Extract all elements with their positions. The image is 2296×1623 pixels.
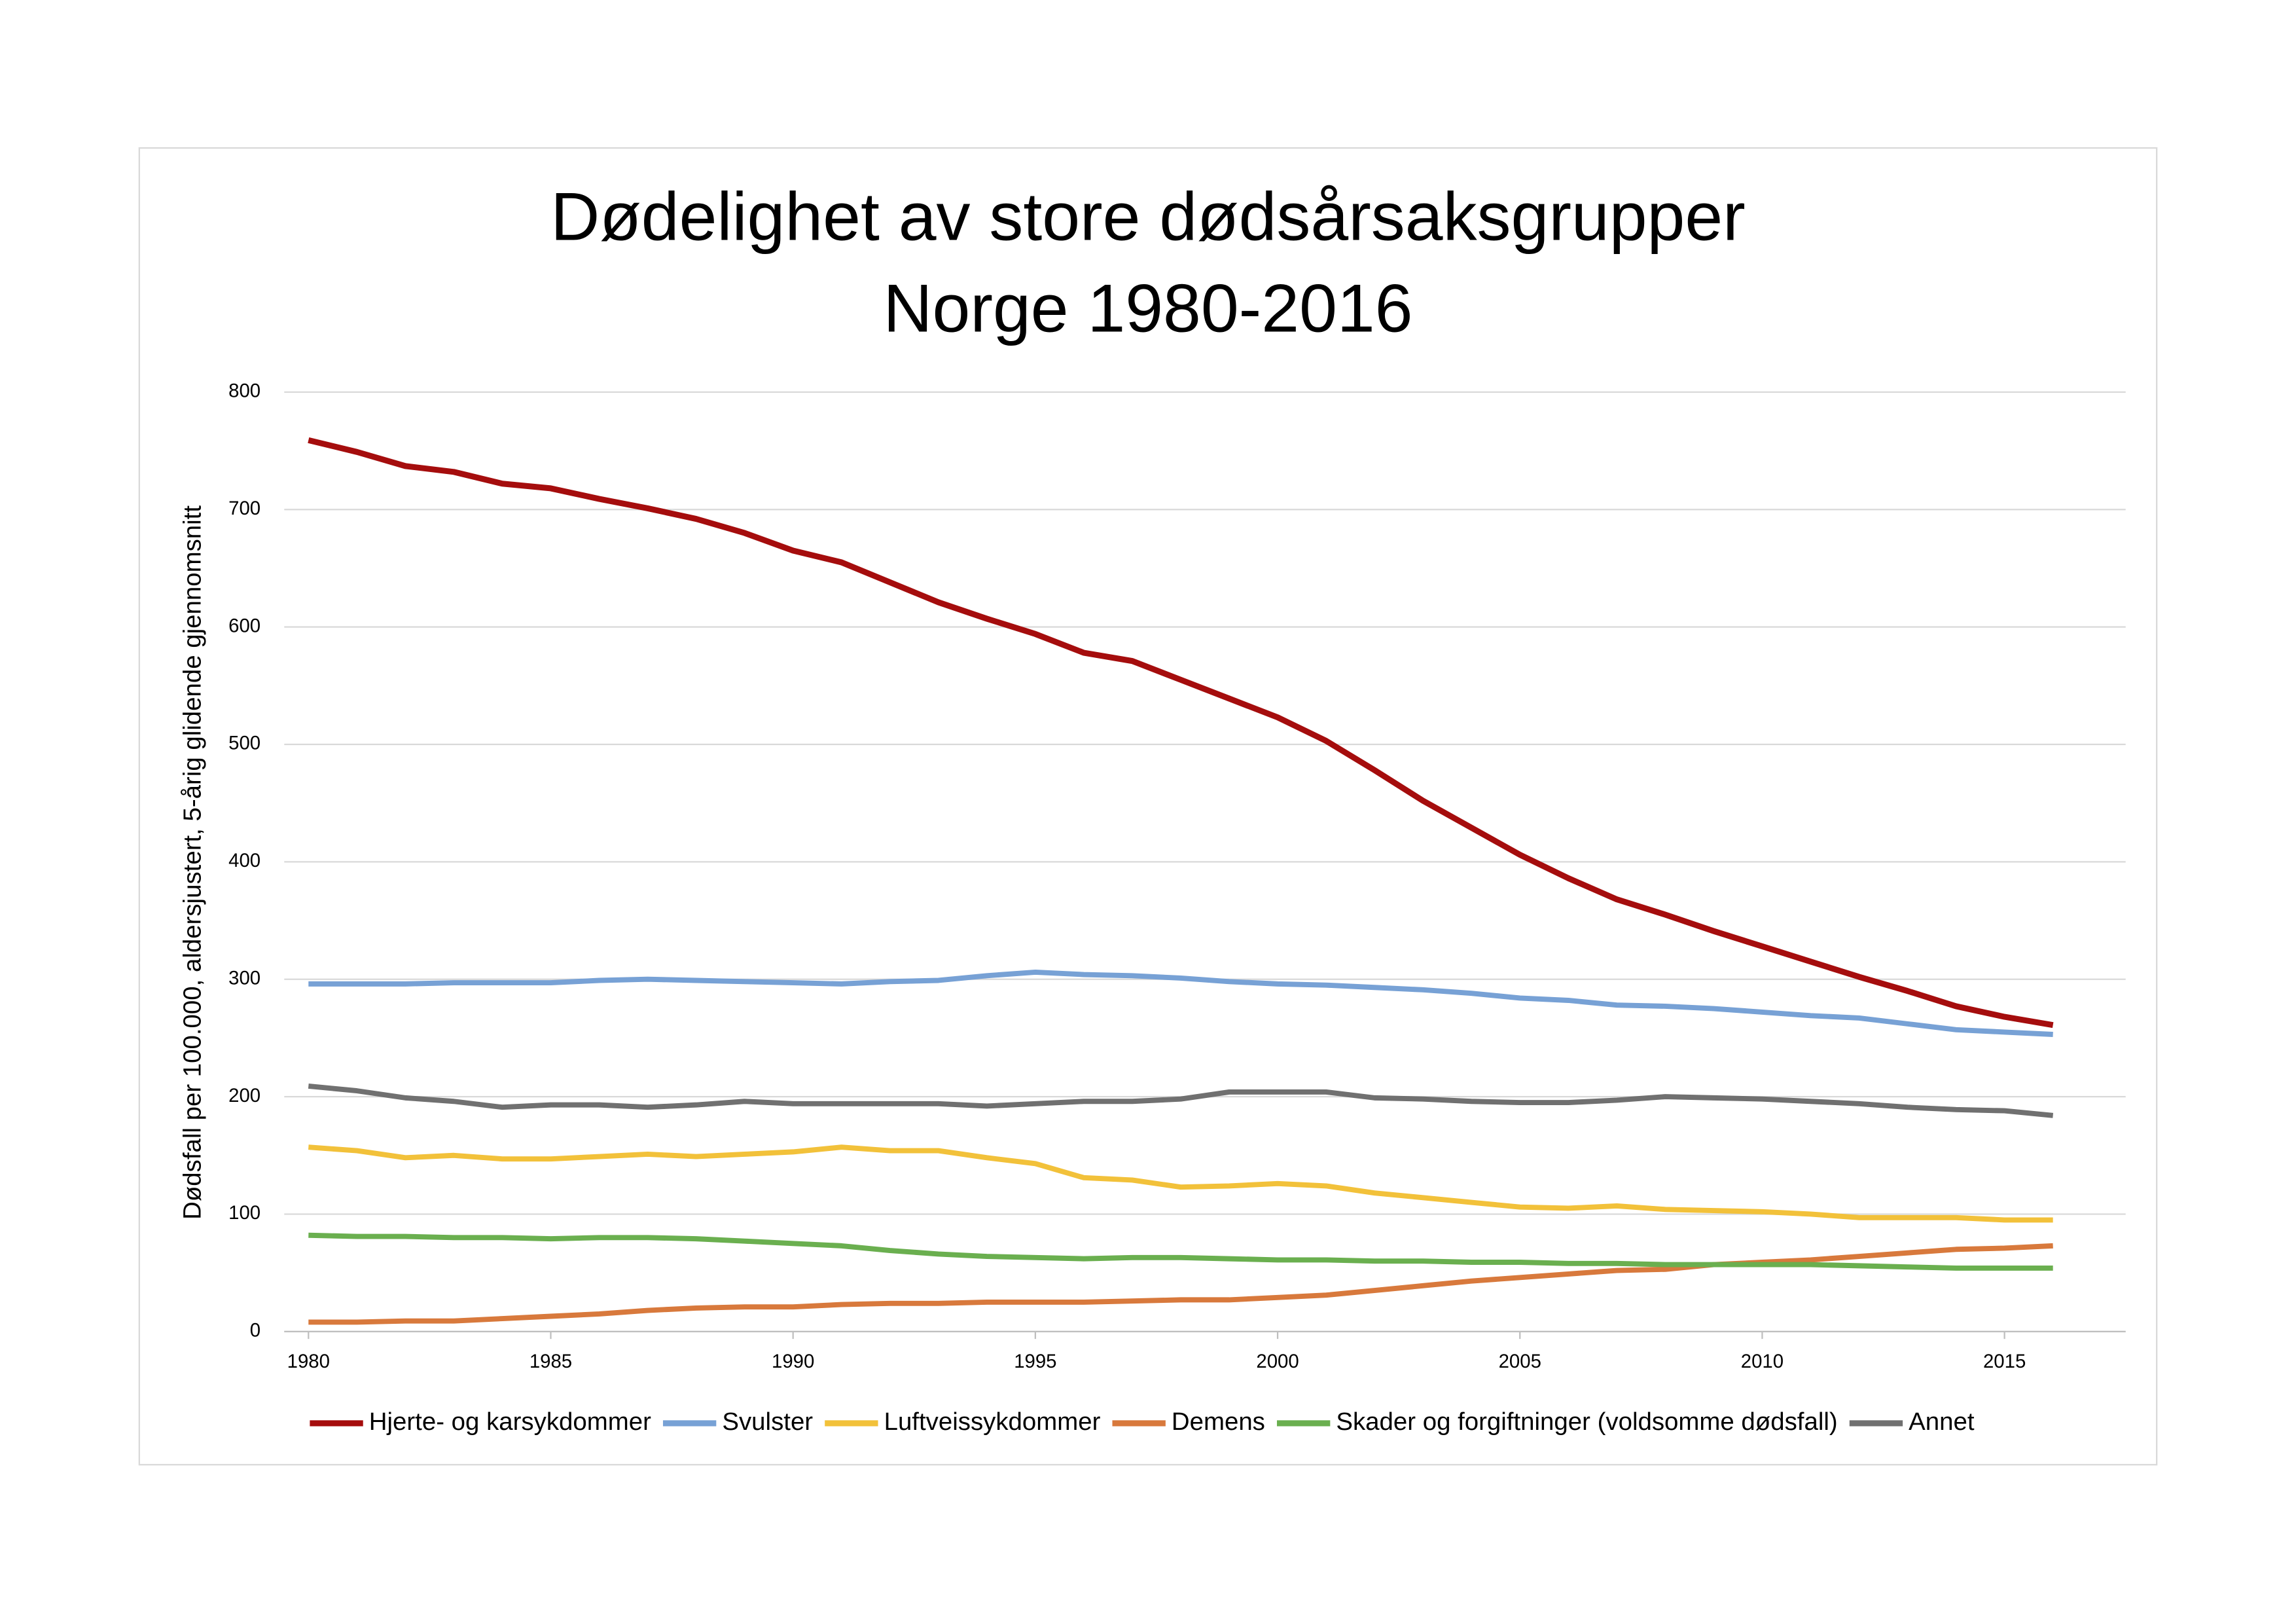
x-tick-label: 1985 bbox=[529, 1351, 572, 1372]
x-tick-label: 2000 bbox=[1256, 1351, 1299, 1372]
chart-subtitle: Norge 1980-2016 bbox=[883, 271, 1412, 347]
legend-label: Skader og forgiftninger (voldsomme dødsf… bbox=[1336, 1408, 1837, 1436]
legend-label: Hjerte- og karsykdommer bbox=[369, 1408, 651, 1436]
x-tick-label: 1990 bbox=[772, 1351, 814, 1372]
y-tick-label: 600 bbox=[228, 615, 260, 636]
legend: Hjerte- og karsykdommer Svulster Luftveiss… bbox=[310, 1408, 1975, 1436]
x-tick-label: 2005 bbox=[1499, 1351, 1541, 1372]
y-tick-label: 800 bbox=[228, 380, 260, 402]
y-tick-label: 100 bbox=[228, 1202, 260, 1224]
x-tick-label: 2015 bbox=[1983, 1351, 2026, 1372]
y-axis-label: Dødsfall per 100.000, aldersjustert, 5-å… bbox=[179, 505, 207, 1220]
x-tick-label: 1995 bbox=[1014, 1351, 1056, 1372]
y-tick-label: 200 bbox=[228, 1085, 260, 1106]
chart-border bbox=[138, 147, 2158, 1466]
series-line bbox=[308, 969, 2053, 1037]
y-tick-label: 300 bbox=[228, 967, 260, 989]
legend-label: Svulster bbox=[722, 1408, 813, 1436]
x-tick-label: 2010 bbox=[1741, 1351, 1784, 1372]
y-tick-label: 700 bbox=[228, 498, 260, 519]
y-tick-label: 500 bbox=[228, 733, 260, 754]
legend-label: Luftveissykdommer bbox=[884, 1408, 1101, 1436]
series-line bbox=[308, 1083, 2054, 1118]
series-line bbox=[308, 437, 2054, 1029]
legend-label: Demens bbox=[1172, 1408, 1265, 1436]
y-tick-label: 400 bbox=[228, 850, 260, 871]
y-tick-label: 0 bbox=[250, 1320, 260, 1341]
series-line bbox=[308, 1144, 2053, 1223]
chart-title: Dødelighet av store dødsårsaksgrupper bbox=[550, 179, 1746, 255]
legend-label: Annet bbox=[1909, 1408, 1975, 1436]
x-tick-label: 1980 bbox=[287, 1351, 330, 1372]
series-line bbox=[308, 1232, 2053, 1271]
